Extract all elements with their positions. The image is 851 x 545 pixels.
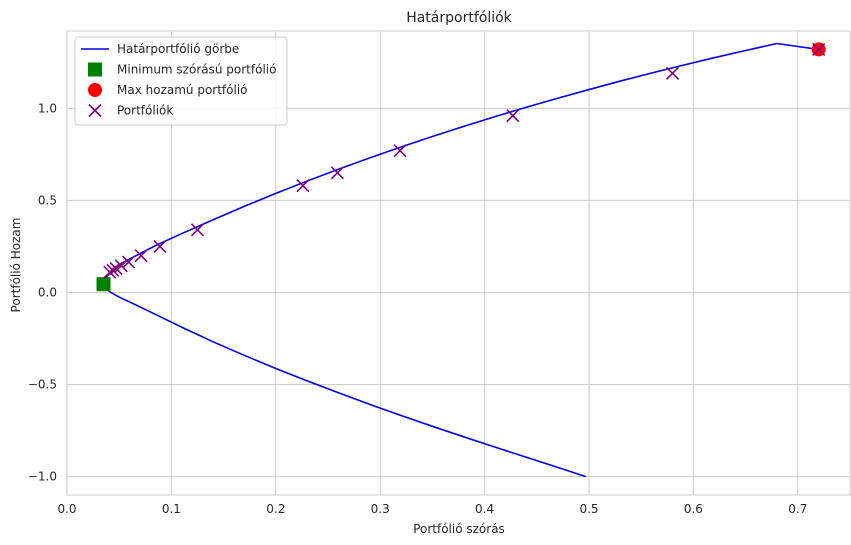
- legend-label: Max hozamú portfólió: [117, 83, 248, 97]
- grid: [66, 31, 850, 495]
- portfolio-point: [103, 265, 117, 279]
- y-tick-label: −0.5: [28, 378, 57, 392]
- portfolio-point: [812, 42, 826, 56]
- x-tick-label: 0.0: [57, 502, 76, 516]
- x-tick-label: 0.2: [266, 502, 285, 516]
- portfolio-point: [153, 239, 167, 253]
- portfolio-point: [665, 66, 680, 80]
- chart-title: Határportfóliók: [406, 10, 512, 26]
- y-tick-label: 0.5: [38, 193, 57, 207]
- legend-entry: Max hozamú portfólió: [88, 83, 248, 97]
- x-tick-label: 0.6: [684, 502, 703, 516]
- portfolio-point: [190, 223, 205, 237]
- min-variance-point: [96, 277, 111, 292]
- y-tick-labels: −1.0 −0.5 0.0 0.5 1.0: [28, 101, 57, 483]
- portfolio-point: [393, 144, 407, 158]
- legend: Határportfólió görbe Minimum szórású port…: [74, 36, 288, 126]
- y-axis-title: Portfólió Hozam: [9, 218, 23, 313]
- plot-frame: [66, 30, 851, 496]
- portfolio-point: [296, 179, 310, 193]
- y-tick-label: 0.0: [38, 285, 57, 299]
- x-tick-label: 0.5: [579, 502, 598, 516]
- x-tick-labels: 0.0 0.1 0.2 0.3 0.4 0.5 0.6 0.7: [57, 502, 807, 516]
- portfolio-point: [109, 261, 123, 276]
- portfolio-point: [106, 263, 120, 277]
- legend-entry: Határportfólió görbe: [81, 42, 239, 56]
- portfolio-point: [122, 255, 136, 269]
- x-tick-label: 0.3: [371, 502, 390, 516]
- x-tick-label: 0.4: [475, 502, 494, 516]
- y-tick-label: 1.0: [38, 101, 57, 115]
- legend-entry: Portfóliók: [88, 104, 173, 118]
- portfolio-point: [506, 109, 520, 123]
- x-tick-label: 0.1: [162, 502, 181, 516]
- x-tick-label: 0.7: [788, 502, 807, 516]
- legend-entry: Minimum szórású portfólió: [88, 62, 276, 77]
- legend-box: [74, 36, 288, 126]
- x-axis-title: Portfólió szórás: [413, 522, 505, 536]
- y-tick-label: −1.0: [28, 470, 57, 484]
- legend-label: Portfóliók: [117, 104, 173, 118]
- series-layer: [96, 42, 826, 478]
- legend-label: Minimum szórású portfólió: [117, 63, 276, 77]
- portfolio-point: [330, 166, 344, 180]
- legend-label: Határportfólió görbe: [117, 42, 239, 56]
- portfolio-point: [134, 249, 148, 263]
